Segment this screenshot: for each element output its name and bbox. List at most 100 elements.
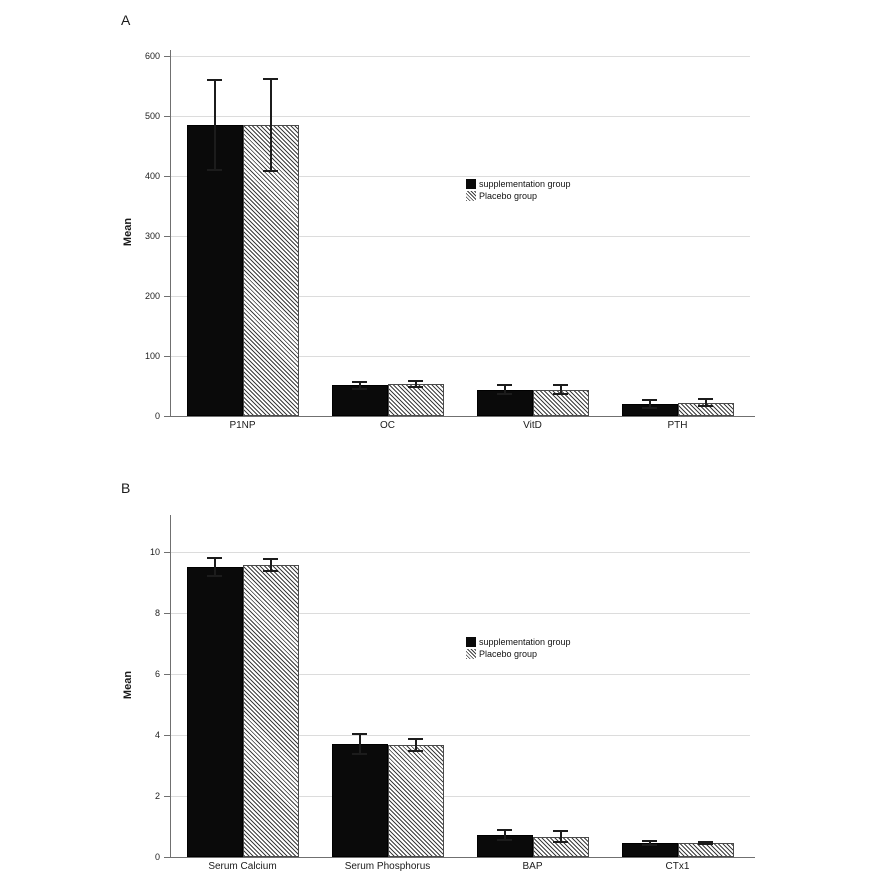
gridline-600 xyxy=(170,56,750,57)
y-tick-label-10: 10 xyxy=(149,546,160,557)
legend-item-supplementation: supplementation group xyxy=(466,636,571,647)
x-category-label: Serum Calcium xyxy=(208,861,277,872)
y-tick-mark-6 xyxy=(164,673,170,675)
y-tick-label-400: 400 xyxy=(144,171,160,181)
x-category-label: CTx1 xyxy=(665,861,690,872)
bar-supplementation-serum-phosphorus xyxy=(331,744,388,857)
y-tick-label-4: 4 xyxy=(154,729,160,740)
error-bar-cap-top xyxy=(263,558,278,561)
error-bar-line xyxy=(358,733,361,755)
error-bar-cap-top xyxy=(497,384,512,387)
y-axis-line xyxy=(170,515,171,857)
y-tick-mark-600 xyxy=(164,56,170,57)
gridline-200 xyxy=(170,296,750,297)
error-bar-cap-bottom xyxy=(698,842,713,845)
y-tick-mark-0 xyxy=(164,857,170,858)
panel-label-b: B xyxy=(121,480,131,496)
error-bar-line xyxy=(213,557,216,577)
error-bar-cap-bottom xyxy=(263,570,278,573)
solid-swatch-icon xyxy=(466,636,476,647)
y-tick-mark-8 xyxy=(164,612,170,614)
error-bar-line xyxy=(414,738,417,751)
bar-supplementation-serum-calcium xyxy=(186,566,243,857)
error-bar-line xyxy=(704,399,707,407)
y-tick-mark-10 xyxy=(164,551,170,553)
y-axis-title: Mean xyxy=(122,670,134,700)
error-bar-cap-bottom xyxy=(408,386,423,389)
legend: supplementation group Placebo group xyxy=(466,636,571,660)
error-bar-cap-top xyxy=(352,732,367,735)
legend-item-placebo: Placebo group xyxy=(466,648,571,659)
y-tick-label-600: 600 xyxy=(144,51,160,61)
error-bar-line xyxy=(503,829,506,841)
x-category-label: VitD xyxy=(523,420,542,431)
error-bar-line xyxy=(213,80,216,170)
error-bar-cap-bottom xyxy=(352,753,367,756)
error-bar-cap-bottom xyxy=(263,170,278,173)
gridline-4 xyxy=(170,734,750,736)
error-bar-cap-bottom xyxy=(352,388,367,390)
error-bar-cap-bottom xyxy=(553,393,568,396)
y-tick-mark-500 xyxy=(164,116,170,117)
error-bar-cap-bottom xyxy=(497,839,512,842)
y-tick-mark-100 xyxy=(164,356,170,357)
error-bar-cap-bottom xyxy=(497,392,512,395)
hatch-swatch-icon xyxy=(466,190,476,201)
y-tick-label-2: 2 xyxy=(154,790,160,801)
bar-placebo-ctx1 xyxy=(677,842,734,857)
legend-item-supplementation: supplementation group xyxy=(466,178,571,189)
legend: supplementation group Placebo group xyxy=(466,178,571,202)
y-tick-label-6: 6 xyxy=(154,668,160,679)
gridline-300 xyxy=(170,236,750,237)
y-tick-mark-400 xyxy=(164,176,170,177)
solid-swatch-icon xyxy=(466,178,476,189)
gridline-10 xyxy=(170,551,750,553)
error-bar-cap-top xyxy=(352,380,367,383)
x-category-label: P1NP xyxy=(229,420,256,431)
error-bar-cap-bottom xyxy=(207,575,222,578)
y-tick-label-8: 8 xyxy=(154,607,160,618)
gridline-2 xyxy=(170,795,750,797)
y-tick-mark-0 xyxy=(164,416,170,417)
y-tick-mark-2 xyxy=(164,795,170,797)
y-tick-label-300: 300 xyxy=(144,231,160,241)
error-bar-cap-top xyxy=(207,556,222,559)
error-bar-line xyxy=(559,831,562,843)
y-tick-mark-300 xyxy=(164,236,170,237)
x-category-label: Serum Phosphorus xyxy=(344,861,431,872)
error-bar-line xyxy=(648,400,651,408)
gridline-100 xyxy=(170,356,750,357)
gridline-400 xyxy=(170,176,750,177)
error-bar-cap-top xyxy=(642,399,657,402)
error-bar-cap-top xyxy=(497,828,512,831)
bar-placebo-p1np xyxy=(242,125,299,416)
legend-label: supplementation group xyxy=(479,636,571,647)
y-tick-label-0: 0 xyxy=(154,411,160,421)
error-bar-line xyxy=(414,381,417,388)
x-axis-line xyxy=(170,857,755,858)
x-axis-line xyxy=(170,416,755,417)
y-tick-mark-4 xyxy=(164,734,170,736)
gridline-8 xyxy=(170,612,750,614)
error-bar-line xyxy=(269,559,272,572)
y-tick-label-200: 200 xyxy=(144,291,160,301)
error-bar-cap-top xyxy=(553,830,568,833)
error-bar-cap-top xyxy=(263,77,278,80)
error-bar-line xyxy=(648,841,651,846)
bar-placebo-serum-phosphorus xyxy=(387,744,444,857)
error-bar-line xyxy=(269,78,272,172)
legend-label: supplementation group xyxy=(479,178,571,189)
error-bar-cap-top xyxy=(698,398,713,401)
error-bar-cap-bottom xyxy=(207,169,222,171)
legend-item-placebo: Placebo group xyxy=(466,190,571,201)
x-category-label: BAP xyxy=(522,861,543,872)
error-bar-line xyxy=(559,384,562,395)
bar-placebo-serum-calcium xyxy=(242,565,299,857)
y-tick-mark-200 xyxy=(164,296,170,297)
legend-label: Placebo group xyxy=(479,190,538,201)
panel-label-a: A xyxy=(121,12,131,28)
gridline-6 xyxy=(170,673,750,675)
